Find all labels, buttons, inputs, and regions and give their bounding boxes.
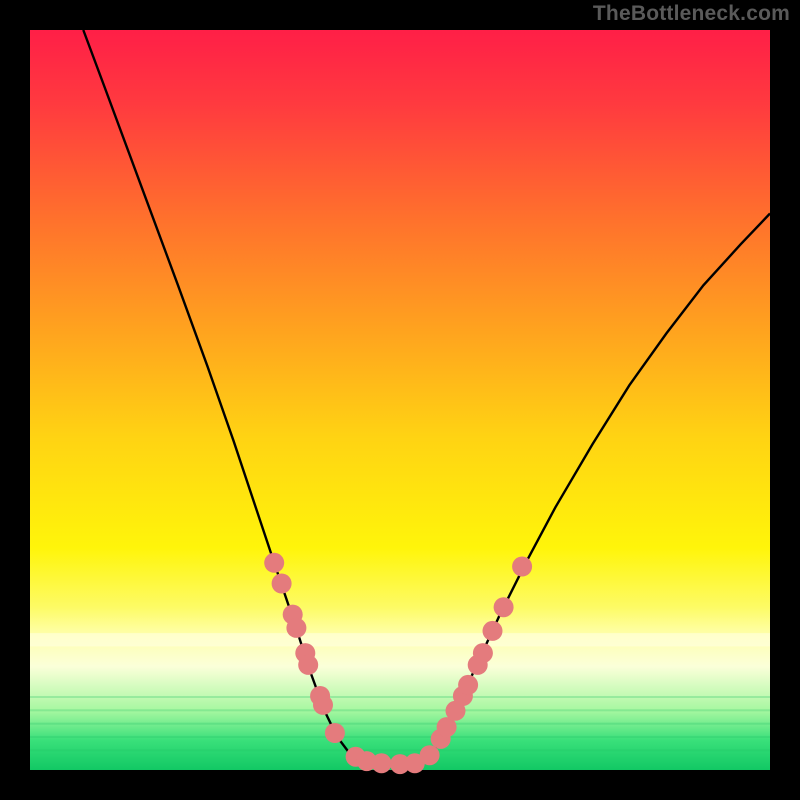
data-dot bbox=[372, 753, 392, 773]
data-dot bbox=[512, 557, 532, 577]
data-dot bbox=[298, 655, 318, 675]
data-dot bbox=[313, 695, 333, 715]
gradient-background bbox=[30, 30, 770, 770]
green-striation bbox=[30, 749, 770, 751]
curve-svg bbox=[30, 30, 770, 770]
chart-frame: TheBottleneck.com bbox=[0, 0, 800, 800]
data-dot bbox=[272, 574, 292, 594]
plot-area bbox=[30, 30, 770, 770]
green-striation bbox=[30, 736, 770, 738]
pale-band bbox=[30, 633, 770, 646]
green-striation bbox=[30, 709, 770, 711]
data-dot bbox=[420, 745, 440, 765]
data-dot bbox=[494, 597, 514, 617]
green-striation bbox=[30, 723, 770, 725]
data-dot bbox=[286, 618, 306, 638]
data-dot bbox=[458, 675, 478, 695]
data-dot bbox=[483, 621, 503, 641]
data-dot bbox=[325, 723, 345, 743]
data-dot bbox=[264, 553, 284, 573]
watermark-label: TheBottleneck.com bbox=[593, 2, 790, 26]
green-striation bbox=[30, 696, 770, 698]
data-dot bbox=[473, 643, 493, 663]
